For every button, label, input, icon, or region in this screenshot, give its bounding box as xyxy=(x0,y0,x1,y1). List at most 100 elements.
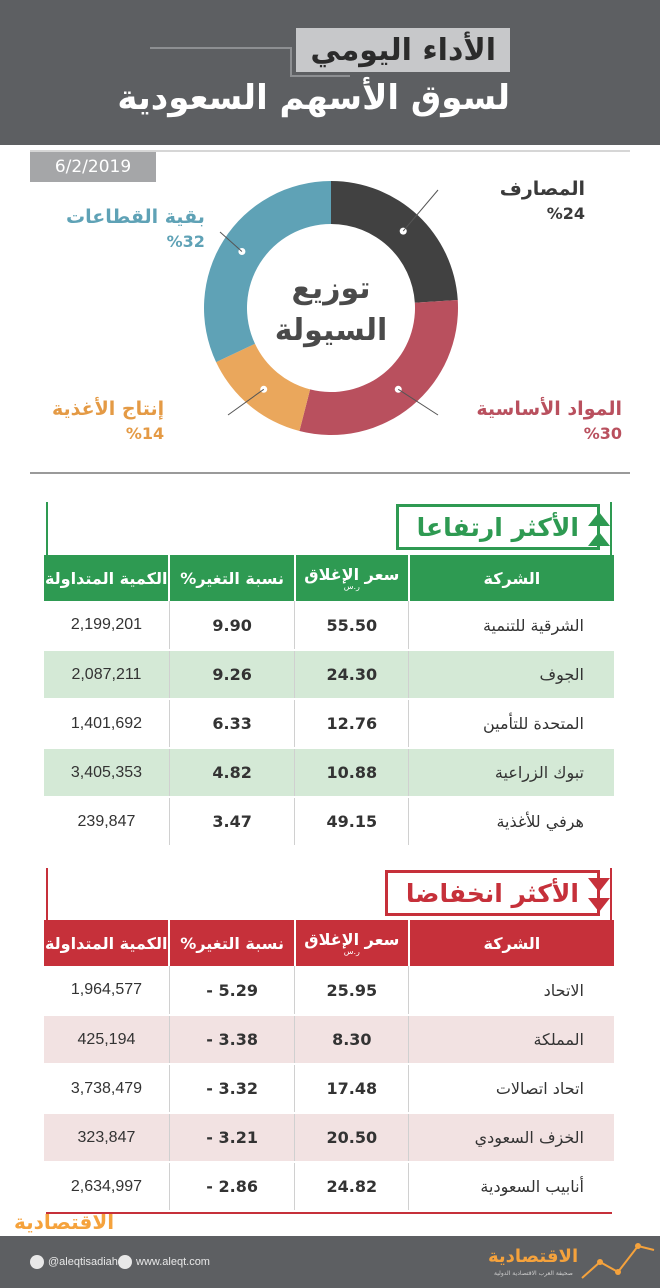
col-close: سعر الإغلاق ر.س xyxy=(293,555,409,601)
segment-percent: %24 xyxy=(546,204,585,223)
volume-cell: 2,634,997 xyxy=(44,1162,170,1212)
leader-line xyxy=(227,388,265,416)
company-cell: تبوك الزراعية xyxy=(408,748,614,798)
change-cell: 3.47 xyxy=(168,797,295,847)
company-cell: المتحدة للتأمين xyxy=(408,699,614,749)
date-badge: 6/2/2019 xyxy=(30,152,156,182)
down-arrow-icon xyxy=(588,898,610,912)
company-cell: هرفي للأغذية xyxy=(408,797,614,847)
losers-title: الأكثر انخفاضا xyxy=(405,878,579,908)
close-cell: 12.76 xyxy=(294,699,409,749)
footer-bar xyxy=(0,1236,660,1288)
close-cell: 8.30 xyxy=(294,1015,409,1065)
down-arrow-icon xyxy=(588,878,610,892)
table-row: الاتحاد 25.95 5.29 - 1,964,577 xyxy=(44,966,614,1016)
col-close-label: سعر الإغلاق xyxy=(304,565,400,584)
header-line xyxy=(290,75,350,77)
volume-cell: 425,194 xyxy=(44,1015,170,1065)
table-row: المملكة 8.30 3.38 - 425,194 xyxy=(44,1015,614,1065)
segment-label-food: إنتاج الأغذية %14 xyxy=(52,398,164,443)
segment-percent: %30 xyxy=(583,424,622,443)
header-line xyxy=(290,47,292,77)
segment-label-materials: المواد الأساسية %30 xyxy=(476,398,622,443)
company-cell: المملكة xyxy=(408,1015,614,1065)
gainers-title-box: الأكثر ارتفاعا xyxy=(395,504,600,550)
col-close-label: سعر الإغلاق xyxy=(304,930,400,949)
daily-label: الأداء اليومي xyxy=(310,32,496,68)
volume-cell: 3,738,479 xyxy=(44,1064,170,1114)
table-row: المتحدة للتأمين 12.76 6.33 1,401,692 xyxy=(44,699,614,749)
liquidity-donut-chart xyxy=(203,181,458,435)
close-cell: 55.50 xyxy=(294,601,409,651)
col-change: نسبة التغير% xyxy=(168,920,295,966)
segment-label-other: بقية القطاعات %32 xyxy=(66,206,205,251)
table-row: الخزف السعودي 20.50 3.21 - 323,847 xyxy=(44,1113,614,1163)
col-volume: الكمية المتداولة xyxy=(44,555,170,601)
trend-line-icon xyxy=(581,1243,655,1279)
donut-center-line1: توزيع xyxy=(291,271,371,306)
twitter-icon xyxy=(30,1255,44,1269)
table-row: هرفي للأغذية 49.15 3.47 239,847 xyxy=(44,797,614,847)
col-close: سعر الإغلاق ر.س xyxy=(293,920,409,966)
volume-cell: 1,964,577 xyxy=(44,966,170,1016)
change-cell: 9.26 xyxy=(168,650,295,700)
donut-center-line2: السيولة xyxy=(274,313,388,348)
leader-line xyxy=(219,231,243,252)
leader-line xyxy=(397,388,439,416)
losers-title-box: الأكثر انخفاضا xyxy=(384,870,600,916)
segment-name: المواد الأساسية xyxy=(476,398,622,420)
company-cell: الاتحاد xyxy=(408,966,614,1016)
col-company: الشركة xyxy=(407,555,614,601)
company-cell: الشرقية للتنمية xyxy=(408,601,614,651)
close-cell: 49.15 xyxy=(294,797,409,847)
up-arrow-icon xyxy=(588,512,610,526)
close-cell: 10.88 xyxy=(294,748,409,798)
company-cell: الجوف xyxy=(408,650,614,700)
up-arrow-icon xyxy=(588,532,610,546)
table-row: تبوك الزراعية 10.88 4.82 3,405,353 xyxy=(44,748,614,798)
website-link[interactable]: www.aleqt.com xyxy=(136,1256,210,1268)
segment-name: المصارف xyxy=(499,178,585,200)
donut-segment-other xyxy=(203,181,331,363)
change-cell: 3.32 - xyxy=(168,1064,295,1114)
gainers-table: الشركة سعر الإغلاق ر.س نسبة التغير% الكمي… xyxy=(44,555,614,847)
company-cell: اتحاد اتصالات xyxy=(408,1064,614,1114)
gainers-title: الأكثر ارتفاعا xyxy=(416,512,579,542)
segment-percent: %32 xyxy=(166,232,205,251)
donut-segment-materials xyxy=(299,300,458,435)
volume-cell: 1,401,692 xyxy=(44,699,170,749)
frame-line xyxy=(30,150,630,152)
change-cell: 3.21 - xyxy=(168,1113,295,1163)
header-banner: الأداء اليومي لسوق الأسهم السعودية xyxy=(0,0,660,145)
change-cell: 9.90 xyxy=(168,601,295,651)
header-line xyxy=(150,47,290,49)
donut-segment-banks xyxy=(331,181,458,303)
volume-cell: 323,847 xyxy=(44,1113,170,1163)
footer-brand-tagline: صحيفة العرب الاقتصادية الدولية xyxy=(494,1270,573,1277)
currency-note: ر.س xyxy=(343,582,360,591)
col-change: نسبة التغير% xyxy=(168,555,295,601)
col-volume: الكمية المتداولة xyxy=(44,920,170,966)
close-cell: 24.30 xyxy=(294,650,409,700)
donut-center-text: توزيع السيولة xyxy=(256,268,406,352)
footer-brand-logo: الاقتصادية xyxy=(488,1246,579,1267)
section-divider xyxy=(30,472,630,474)
change-cell: 5.29 - xyxy=(168,966,295,1016)
company-cell: أنابيب السعودية xyxy=(408,1162,614,1212)
losers-table: الشركة سعر الإغلاق ر.س نسبة التغير% الكمي… xyxy=(44,920,614,1212)
leader-line xyxy=(402,189,439,232)
table-header-row: الشركة سعر الإغلاق ر.س نسبة التغير% الكمي… xyxy=(44,920,614,966)
twitter-handle[interactable]: @aleqtisadiah xyxy=(48,1256,118,1268)
brand-logo: الاقتصادية xyxy=(14,1210,115,1234)
close-cell: 17.48 xyxy=(294,1064,409,1114)
table-row: الجوف 24.30 9.26 2,087,211 xyxy=(44,650,614,700)
table-row: الشرقية للتنمية 55.50 9.90 2,199,201 xyxy=(44,601,614,651)
currency-note: ر.س xyxy=(343,947,360,956)
change-cell: 4.82 xyxy=(168,748,295,798)
col-company: الشركة xyxy=(407,920,614,966)
close-cell: 20.50 xyxy=(294,1113,409,1163)
segment-name: إنتاج الأغذية xyxy=(52,398,165,420)
change-cell: 2.86 - xyxy=(168,1162,295,1212)
page-title: لسوق الأسهم السعودية xyxy=(117,78,510,118)
globe-icon xyxy=(118,1255,132,1269)
